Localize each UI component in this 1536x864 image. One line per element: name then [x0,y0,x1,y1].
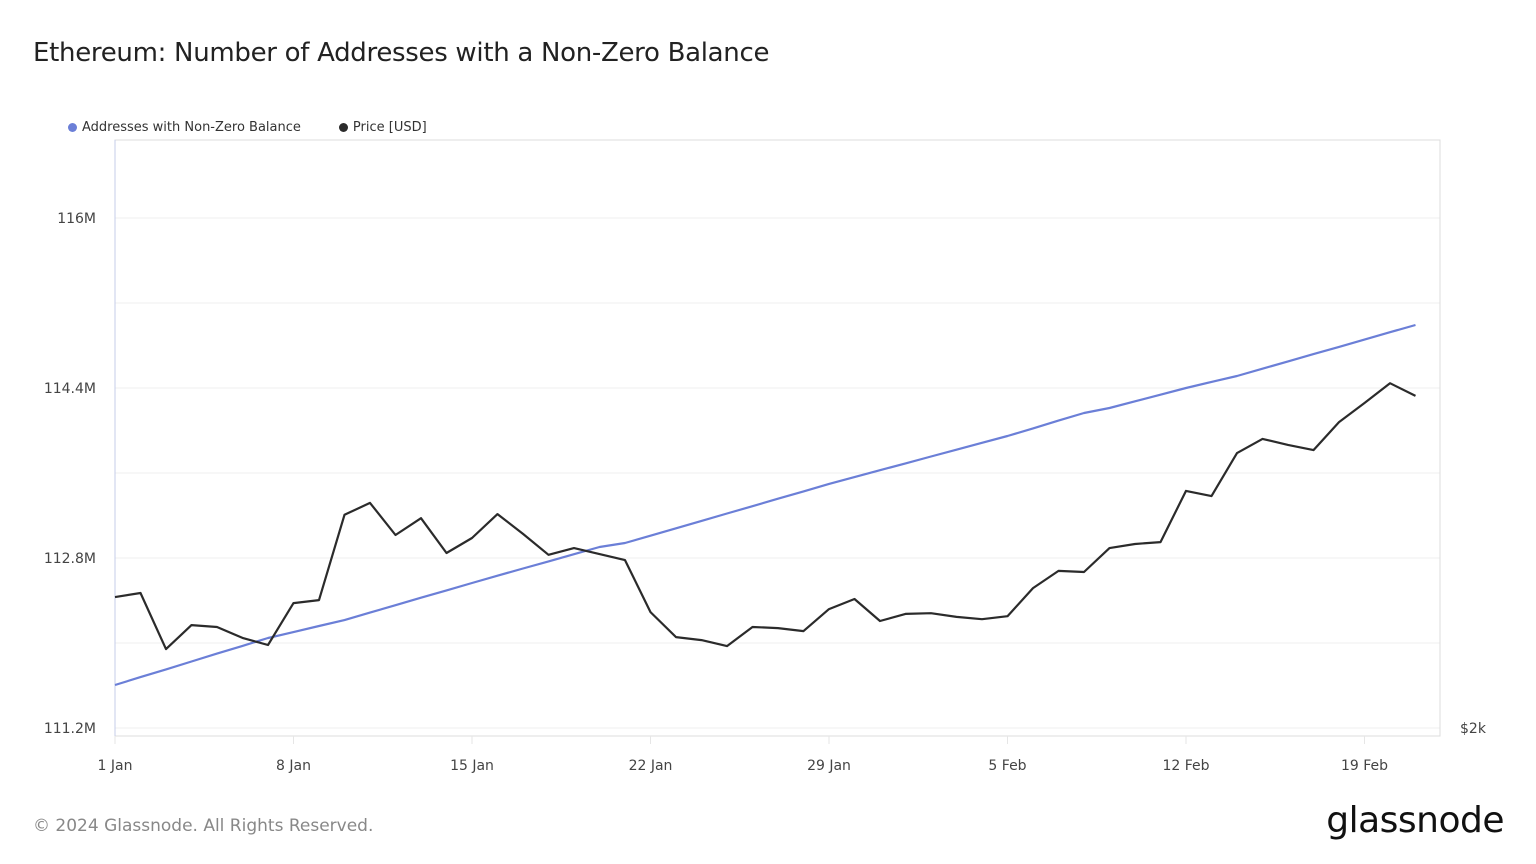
glassnode-logo: glassnode [1326,800,1504,841]
plot-border [114,139,1441,737]
y-left-tick-label: 116M [57,211,96,227]
legend-item-price[interactable]: Price [USD] [338,120,427,135]
x-tick-label: 1 Jan [98,758,133,774]
x-tick-label: 19 Feb [1341,758,1388,774]
y-left-tick-label: 111.2M [44,721,96,737]
y-left-tick-label: 112.8M [44,551,96,567]
legend-label: Addresses with Non-Zero Balance [82,120,301,135]
legend-item-addresses[interactable]: Addresses with Non-Zero Balance [68,120,301,135]
addresses-series-line [114,323,1416,687]
legend-dot-icon [68,123,77,132]
price-series-line [114,382,1416,651]
x-tick-label: 29 Jan [807,758,851,774]
y-right-tick-label: $2k [1460,721,1487,737]
legend-label: Price [USD] [352,120,427,135]
legend: Addresses with Non-Zero Balance Price [U… [68,120,427,135]
x-tick-label: 5 Feb [988,758,1026,774]
x-tick-label: 8 Jan [276,758,311,774]
legend-dot-icon [338,123,348,132]
x-tick-label: 15 Jan [450,758,494,774]
x-tick-label: 12 Feb [1162,758,1209,774]
y-left-tick-label: 114.4M [44,381,96,397]
x-tick-label: 22 Jan [629,758,673,774]
copyright: © 2024 Glassnode. All Rights Reserved. [33,816,374,836]
chart-title: Ethereum: Number of Addresses with a Non… [33,38,770,68]
